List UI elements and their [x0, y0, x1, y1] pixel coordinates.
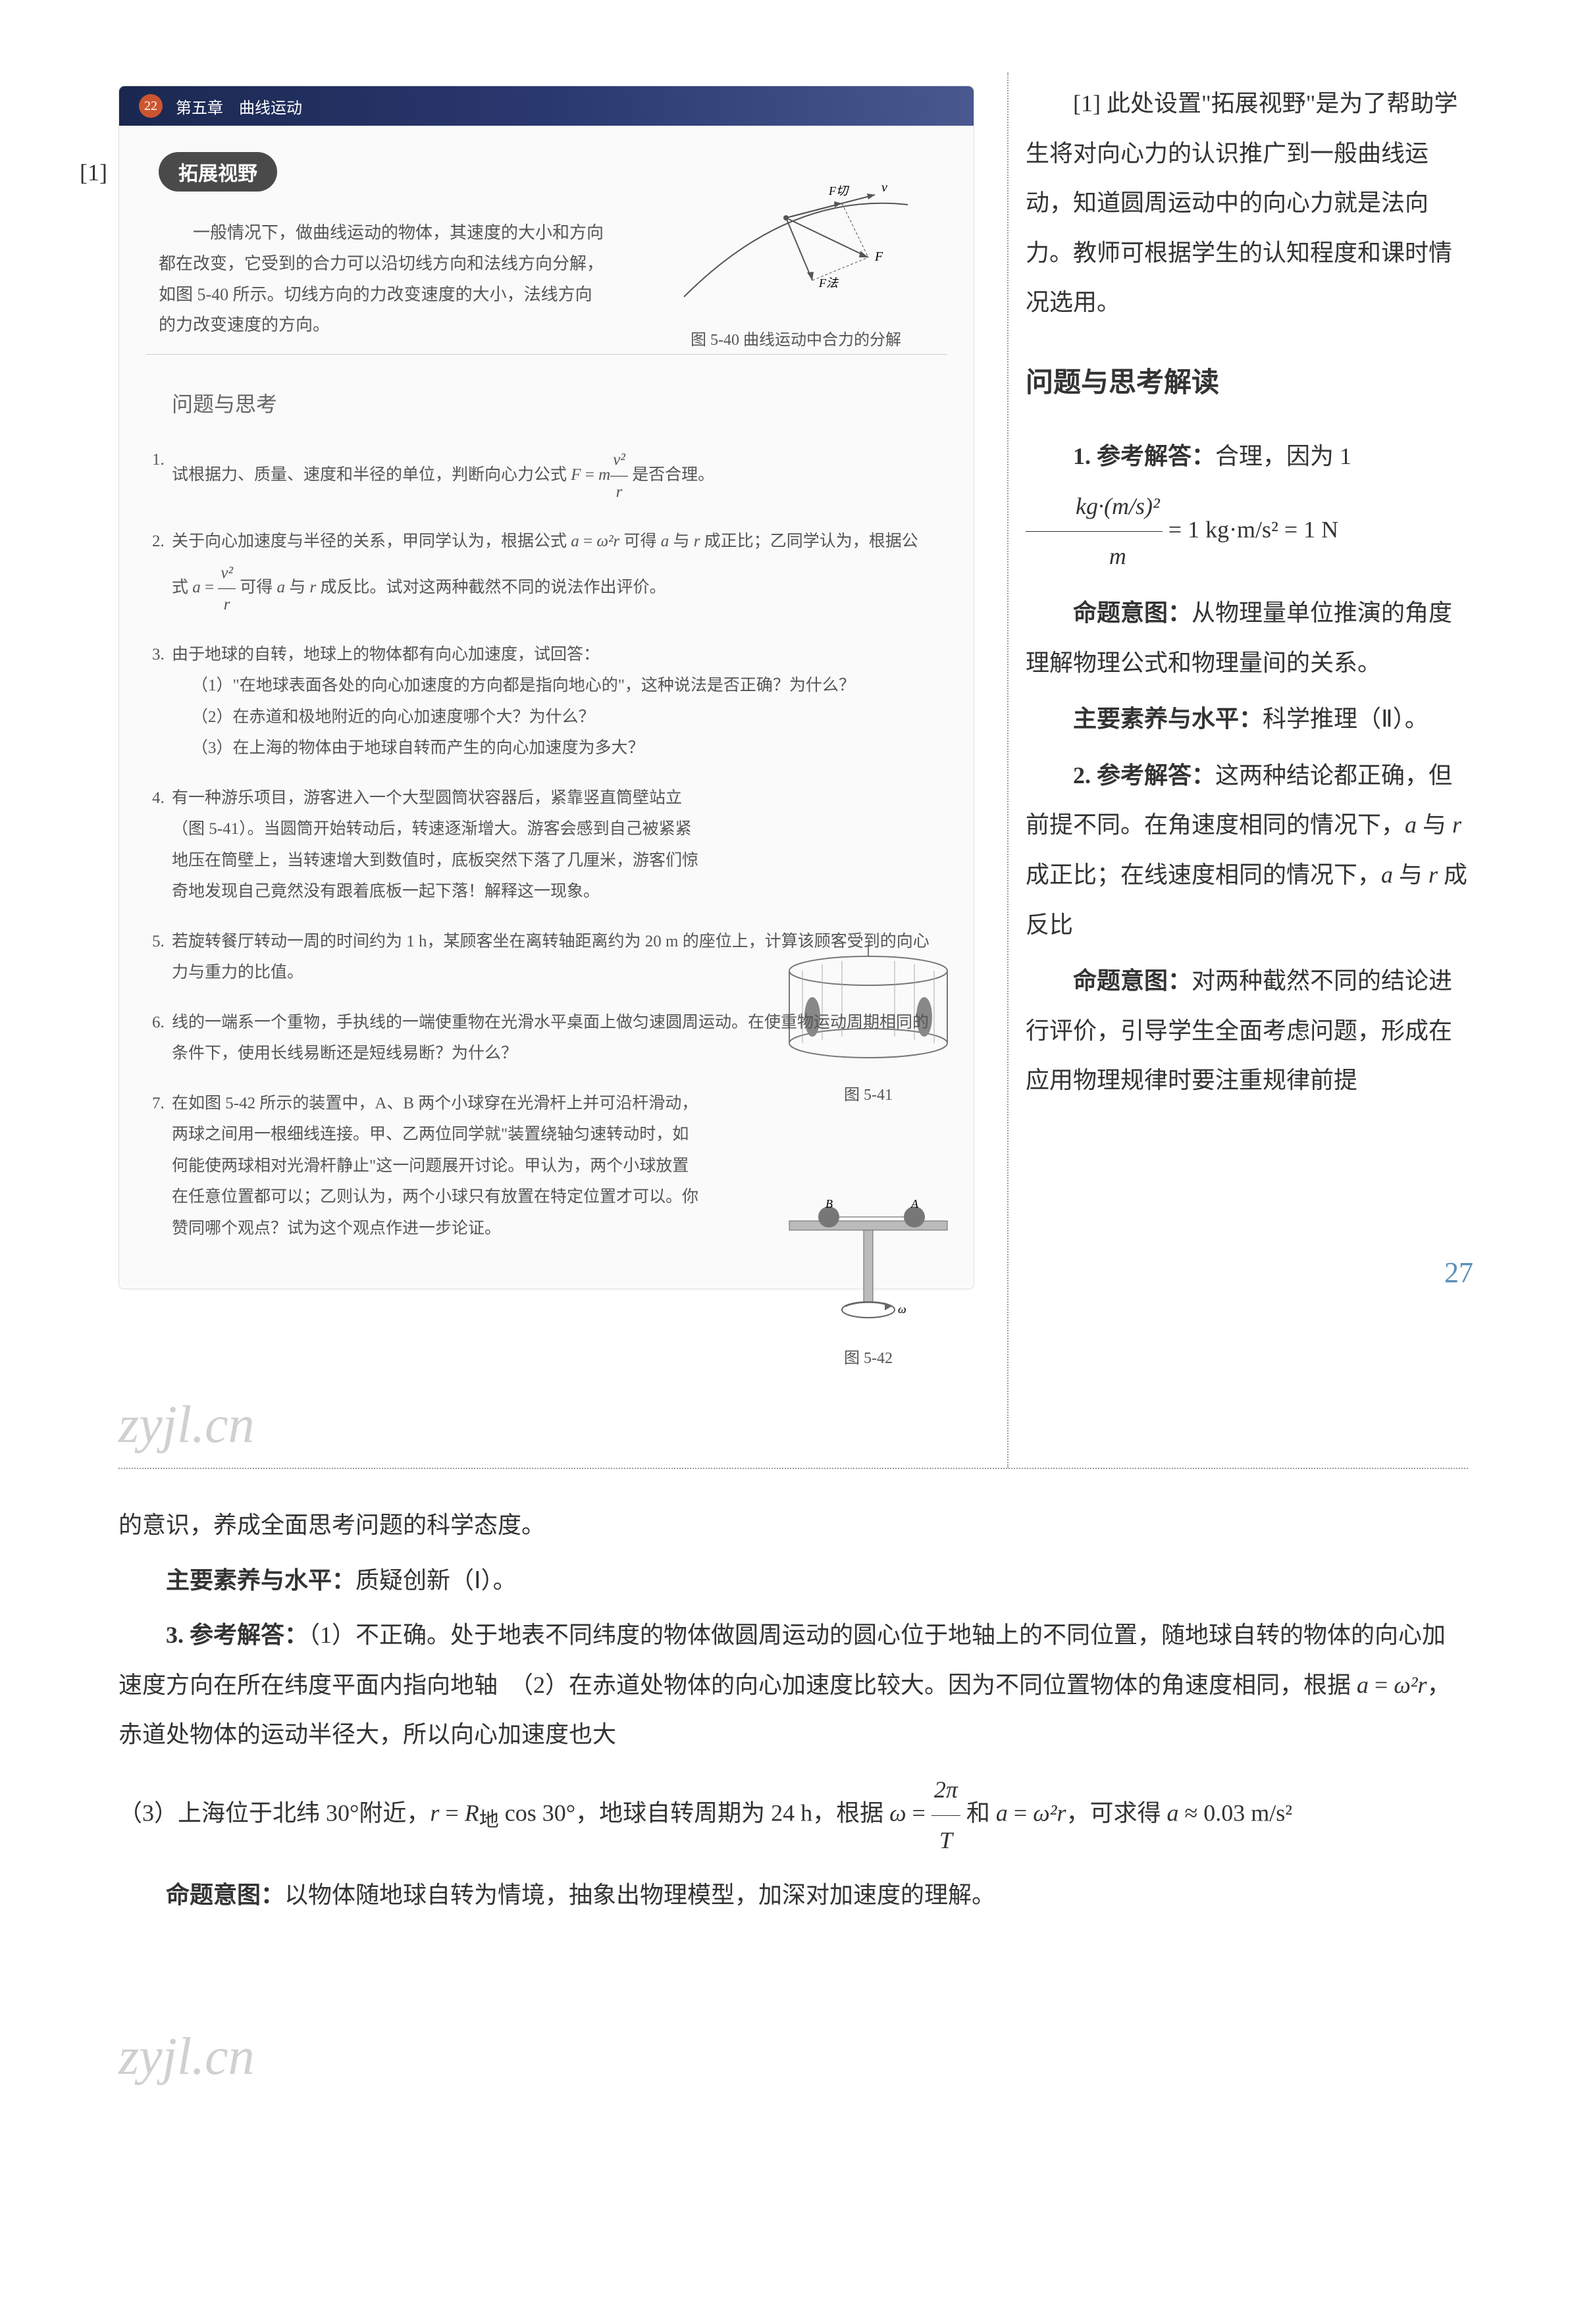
watermark-1: zyjl.cn [118, 1395, 255, 1455]
problem-2: 2. 关于向心加速度与半径的关系，甲同学认为，根据公式 a = ω²r 可得 a… [172, 526, 934, 621]
thinking-section-title: 问题与思考 [172, 388, 974, 425]
fig-5-40-caption: 图 5-40 曲线运动中合力的分解 [658, 326, 934, 349]
textbook-excerpt: 22 第五章 曲线运动 [1] 拓展视野 v F F切 F法 [118, 86, 974, 1289]
svg-text:F切: F切 [828, 184, 850, 197]
chapter-title: 第五章 曲线运动 [176, 95, 302, 118]
problem-6: 6. 线的一端系一个重物，手执线的一端使重物在光滑水平桌面上做匀速圆周运动。在使… [172, 1007, 934, 1070]
figure-5-42: B A ω 图 5-42 [770, 1195, 967, 1374]
fig-5-41-caption: 图 5-41 [770, 1081, 967, 1111]
fig-5-42-caption: 图 5-42 [770, 1344, 967, 1374]
problem-5: 5. 若旋转餐厅转动一周的时间约为 1 h，某顾客坐在离转轴距离约为 20 m … [172, 926, 934, 989]
problem-4: 4. 有一种游乐项目，游客进入一个大型圆筒状容器后，紧靠竖直筒壁站立（图 5-4… [172, 783, 698, 908]
textbook-header: 22 第五章 曲线运动 [119, 86, 974, 126]
note-1: [1] 此处设置"拓展视野"是为了帮助学生将对向心力的认识推广到一般曲线运动，知… [1026, 79, 1473, 328]
svg-text:B: B [825, 1197, 833, 1210]
problem-1: 1. 试根据力、质量、速度和半径的单位，判断向心力公式 F = mv²r 是否合… [172, 444, 934, 507]
bottom-p1: 的意识，养成全面思考问题的科学态度。 [118, 1501, 1468, 1551]
section-badge: 拓展视野 [159, 152, 277, 192]
horizontal-divider [118, 1468, 1468, 1469]
svg-text:ω: ω [898, 1303, 906, 1316]
chapter-badge: 22 [139, 94, 163, 118]
problem-3-3: （3）在上海的物体由于地球自转而产生的向心加速度为多大？ [192, 733, 934, 764]
svg-text:F: F [874, 249, 883, 264]
problem-7: 7. 在如图 5-42 所示的装置中，A、B 两个小球穿在光滑杆上并可沿杆滑动，… [172, 1088, 698, 1245]
problem-3-2: （2）在赤道和极地附近的向心加速度哪个大？为什么？ [192, 702, 934, 733]
answer-1: 1. 参考解答：合理，因为 1 kg·(m/s)²m = 1 kg·m/s² =… [1026, 432, 1473, 582]
page-number: 27 [1444, 1256, 1473, 1289]
bottom-p3: 3. 参考解答：（1）不正确。处于地表不同纬度的物体做圆周运动的圆心位于地轴上的… [118, 1611, 1468, 1760]
problem-3-1: （1）"在地球表面各处的向心加速度的方向都是指向地心的"，这种说法是否正确？为什… [192, 670, 934, 702]
intent-2: 命题意图：对两种截然不同的结论进行评价，引导学生全面考虑问题，形成在应用物理规律… [1026, 956, 1473, 1106]
figure-5-40: v F F切 F法 图 5-40 曲线运动中合力的分解 [658, 172, 934, 349]
bottom-p2: 主要素养与水平：质疑创新（Ⅰ）。 [118, 1556, 1468, 1606]
sidebar-heading: 问题与思考解读 [1026, 354, 1473, 412]
intro-paragraph: 一般情况下，做曲线运动的物体，其速度的大小和方向都在改变，它受到的合力可以沿切线… [159, 218, 606, 341]
bottom-content: 的意识，养成全面思考问题的科学态度。 主要素养与水平：质疑创新（Ⅰ）。 3. 参… [118, 1501, 1468, 1926]
ref-marker-1: [1] [80, 159, 107, 186]
intent-1: 命题意图：从物理量单位推演的角度理解物理公式和物理量间的关系。 [1026, 588, 1473, 688]
svg-text:F法: F法 [818, 276, 839, 290]
sidebar-annotations: [1] 此处设置"拓展视野"是为了帮助学生将对向心力的认识推广到一般曲线运动，知… [1026, 79, 1473, 1112]
svg-text:v: v [881, 180, 887, 195]
bottom-p5: 命题意图：以物体随地球自转为情境，抽象出物理模型，加深对加速度的理解。 [118, 1871, 1468, 1921]
answer-2: 2. 参考解答：这两种结论都正确，但前提不同。在角速度相同的情况下，a 与 r … [1026, 751, 1473, 950]
problem-3: 3. 由于地球的自转，地球上的物体都有向心加速度，试回答： （1）"在地球表面各… [172, 639, 934, 764]
svg-text:A: A [910, 1197, 919, 1210]
skill-1: 主要素养与水平：科学推理（Ⅱ）。 [1026, 694, 1473, 744]
bottom-p4: （3）上海位于北纬 30°附近，r = R地 cos 30°，地球自转周期为 2… [118, 1765, 1468, 1865]
vertical-divider [1007, 72, 1009, 1468]
watermark-2: zyjl.cn [118, 2027, 255, 2087]
